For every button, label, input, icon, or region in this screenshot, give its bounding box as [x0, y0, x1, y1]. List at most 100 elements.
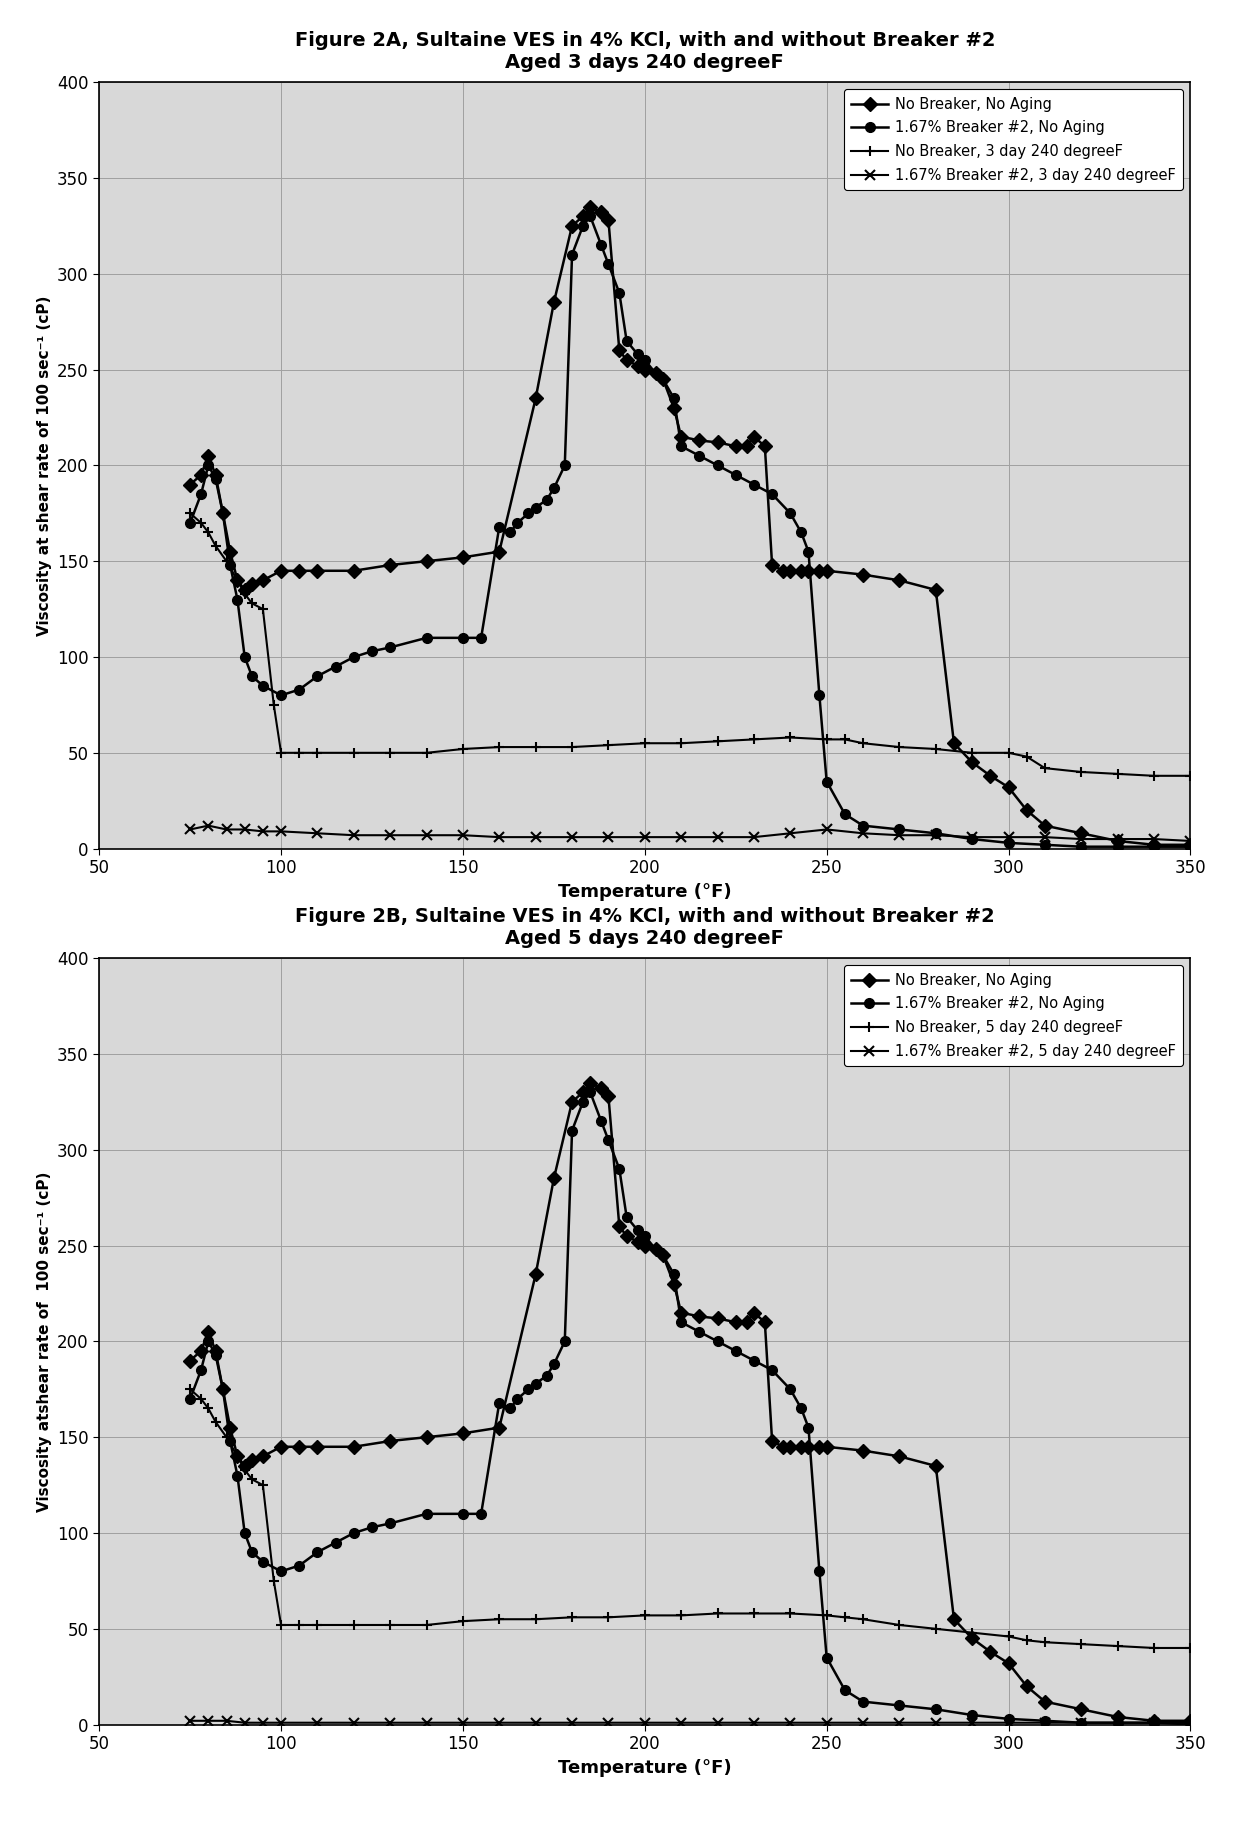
1.67% Breaker #2, No Aging [383, 637, 398, 659]
1.67% Breaker #2, 5 day 240 degreeF [455, 1712, 470, 1734]
No Breaker, 3 day 240 degreeF [291, 743, 306, 765]
1.67% Breaker #2, 3 day 240 degreeF [1110, 829, 1125, 850]
1.67% Breaker #2, 3 day 240 degreeF [856, 823, 870, 845]
1.67% Breaker #2, 5 day 240 degreeF [1110, 1712, 1125, 1734]
1.67% Breaker #2, 3 day 240 degreeF [274, 821, 289, 843]
No Breaker, 3 day 240 degreeF [820, 728, 835, 750]
Line: 1.67% Breaker #2, 3 day 240 degreeF: 1.67% Breaker #2, 3 day 240 degreeF [185, 821, 1195, 845]
No Breaker, 5 day 240 degreeF [528, 1608, 543, 1630]
1.67% Breaker #2, 3 day 240 degreeF [310, 823, 325, 845]
1.67% Breaker #2, No Aging [929, 823, 944, 845]
1.67% Breaker #2, 5 day 240 degreeF [182, 1710, 197, 1732]
Line: No Breaker, 3 day 240 degreeF: No Breaker, 3 day 240 degreeF [185, 509, 1195, 781]
1.67% Breaker #2, 3 day 240 degreeF [255, 821, 270, 843]
1.67% Breaker #2, 5 day 240 degreeF [673, 1712, 688, 1734]
1.67% Breaker #2, 3 day 240 degreeF [746, 827, 761, 849]
1.67% Breaker #2, 3 day 240 degreeF [929, 825, 944, 847]
1.67% Breaker #2, 3 day 240 degreeF [1038, 827, 1053, 849]
No Breaker, 3 day 240 degreeF [1019, 746, 1034, 768]
No Breaker, 3 day 240 degreeF [219, 551, 234, 573]
No Breaker, 5 day 240 degreeF [1183, 1637, 1198, 1659]
1.67% Breaker #2, 5 day 240 degreeF [637, 1712, 652, 1734]
No Breaker, 5 day 240 degreeF [291, 1613, 306, 1635]
No Breaker, 5 day 240 degreeF [346, 1613, 361, 1635]
Title: Figure 2B, Sultaine VES in 4% KCl, with and without Breaker #2
Aged 5 days 240 d: Figure 2B, Sultaine VES in 4% KCl, with … [295, 907, 994, 949]
No Breaker, 3 day 240 degreeF [346, 743, 361, 765]
No Breaker, 5 day 240 degreeF [244, 1469, 259, 1491]
No Breaker, No Aging [1183, 1710, 1198, 1732]
No Breaker, 3 day 240 degreeF [856, 732, 870, 754]
No Breaker, No Aging [182, 1350, 197, 1372]
1.67% Breaker #2, 3 day 240 degreeF [637, 827, 652, 849]
No Breaker, No Aging [229, 1445, 244, 1467]
No Breaker, 3 day 240 degreeF [383, 743, 398, 765]
No Breaker, 5 day 240 degreeF [455, 1610, 470, 1632]
No Breaker, 5 day 240 degreeF [601, 1606, 616, 1628]
No Breaker, 5 day 240 degreeF [208, 1411, 223, 1433]
1.67% Breaker #2, 3 day 240 degreeF [237, 818, 252, 840]
No Breaker, 3 day 240 degreeF [1110, 763, 1125, 785]
1.67% Breaker #2, 3 day 240 degreeF [419, 825, 434, 847]
No Breaker, 5 day 240 degreeF [383, 1613, 398, 1635]
1.67% Breaker #2, No Aging [1183, 1712, 1198, 1734]
1.67% Breaker #2, 3 day 240 degreeF [782, 823, 797, 845]
No Breaker, 3 day 240 degreeF [637, 732, 652, 754]
No Breaker, 5 day 240 degreeF [310, 1613, 325, 1635]
1.67% Breaker #2, No Aging [223, 555, 238, 577]
1.67% Breaker #2, 5 day 240 degreeF [711, 1712, 725, 1734]
No Breaker, 3 day 240 degreeF [1183, 765, 1198, 787]
No Breaker, 5 day 240 degreeF [637, 1604, 652, 1626]
No Breaker, 5 day 240 degreeF [1038, 1632, 1053, 1653]
1.67% Breaker #2, 3 day 240 degreeF [219, 818, 234, 840]
No Breaker, 5 day 240 degreeF [267, 1570, 281, 1591]
1.67% Breaker #2, 5 day 240 degreeF [346, 1712, 361, 1734]
1.67% Breaker #2, 3 day 240 degreeF [1183, 830, 1198, 852]
No Breaker, 3 day 240 degreeF [564, 735, 579, 757]
No Breaker, 5 day 240 degreeF [237, 1458, 252, 1480]
No Breaker, 3 day 240 degreeF [208, 535, 223, 557]
1.67% Breaker #2, 5 day 240 degreeF [1183, 1714, 1198, 1736]
No Breaker, 3 day 240 degreeF [601, 734, 616, 756]
1.67% Breaker #2, No Aging [182, 1387, 197, 1409]
No Breaker, 3 day 240 degreeF [1001, 743, 1016, 765]
No Breaker, 5 day 240 degreeF [1001, 1626, 1016, 1648]
1.67% Breaker #2, 3 day 240 degreeF [892, 825, 906, 847]
1.67% Breaker #2, 5 day 240 degreeF [820, 1712, 835, 1734]
Y-axis label: Viscosity at shear rate of 100 sec⁻¹ (cP): Viscosity at shear rate of 100 sec⁻¹ (cP… [37, 296, 52, 635]
1.67% Breaker #2, 3 day 240 degreeF [1074, 829, 1089, 850]
1.67% Breaker #2, 5 day 240 degreeF [929, 1712, 944, 1734]
No Breaker, No Aging [1147, 834, 1162, 856]
No Breaker, 5 day 240 degreeF [837, 1606, 852, 1628]
1.67% Breaker #2, No Aging [182, 511, 197, 533]
1.67% Breaker #2, No Aging [1074, 1712, 1089, 1734]
No Breaker, 3 day 240 degreeF [244, 593, 259, 615]
1.67% Breaker #2, 5 day 240 degreeF [528, 1712, 543, 1734]
Line: No Breaker, 5 day 240 degreeF: No Breaker, 5 day 240 degreeF [185, 1385, 1195, 1653]
1.67% Breaker #2, 5 day 240 degreeF [782, 1712, 797, 1734]
1.67% Breaker #2, 3 day 240 degreeF [1147, 829, 1162, 850]
No Breaker, No Aging [182, 473, 197, 495]
No Breaker, 5 day 240 degreeF [564, 1606, 579, 1628]
No Breaker, No Aging [801, 1436, 816, 1458]
No Breaker, 3 day 240 degreeF [528, 735, 543, 757]
1.67% Breaker #2, 5 day 240 degreeF [1038, 1712, 1053, 1734]
1.67% Breaker #2, 3 day 240 degreeF [201, 814, 216, 836]
1.67% Breaker #2, 3 day 240 degreeF [182, 818, 197, 840]
X-axis label: Temperature (°F): Temperature (°F) [558, 1759, 732, 1776]
1.67% Breaker #2, No Aging [929, 1699, 944, 1721]
1.67% Breaker #2, 3 day 240 degreeF [455, 825, 470, 847]
No Breaker, No Aging [583, 195, 598, 217]
No Breaker, 5 day 240 degreeF [219, 1427, 234, 1449]
No Breaker, No Aging [255, 569, 270, 591]
No Breaker, 5 day 240 degreeF [1110, 1635, 1125, 1657]
1.67% Breaker #2, 3 day 240 degreeF [564, 827, 579, 849]
1.67% Breaker #2, No Aging [310, 1540, 325, 1562]
No Breaker, 3 day 240 degreeF [310, 743, 325, 765]
1.67% Breaker #2, 3 day 240 degreeF [346, 825, 361, 847]
No Breaker, No Aging [801, 560, 816, 582]
No Breaker, 5 day 240 degreeF [856, 1608, 870, 1630]
No Breaker, 5 day 240 degreeF [965, 1622, 980, 1644]
1.67% Breaker #2, No Aging [383, 1513, 398, 1535]
No Breaker, No Aging [666, 1274, 681, 1296]
No Breaker, No Aging [419, 1427, 434, 1449]
